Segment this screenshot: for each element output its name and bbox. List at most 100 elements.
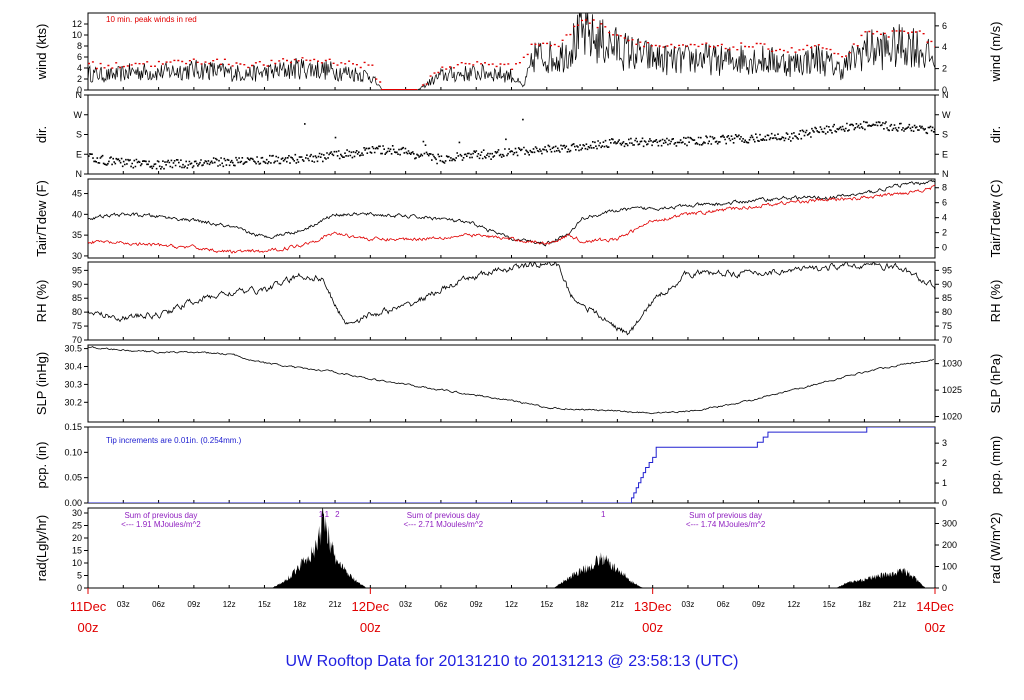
hour-tick-label: 12z — [505, 600, 518, 609]
slp-ylabel: SLP (inHg) — [34, 352, 49, 415]
rad-plot — [271, 508, 926, 588]
rad-area-0 — [271, 508, 367, 588]
rad-annotation-line2: <--- 1.91 MJoules/m^2 — [121, 520, 201, 529]
rh-ltick-label: 85 — [72, 293, 82, 303]
rad-frame — [87, 507, 936, 589]
hour-tick-label: 03z — [682, 600, 695, 609]
pcp-ltick-label: 0.15 — [64, 422, 82, 432]
day-time-label: 00z — [78, 620, 99, 635]
dir-ltick-label: N — [76, 169, 83, 179]
rad-ltick-label: 5 — [77, 571, 82, 581]
panel-temp: Tair/Tdew (F) Tair/Tdew (C) 30 35 40 45 0 2 4 6 8 — [34, 178, 1003, 261]
temp-line-0 — [88, 179, 935, 247]
dir-rtick-label: N — [942, 169, 949, 179]
slp-ltick-label: 30.2 — [64, 397, 82, 407]
hour-tick-label: 15z — [258, 600, 271, 609]
hour-tick-label: 09z — [470, 600, 483, 609]
rh-ylabel-right: RH (%) — [988, 280, 1003, 323]
dir-points — [88, 118, 935, 170]
day-time-label: 00z — [925, 620, 946, 635]
dir-ltick-label: S — [76, 130, 82, 140]
dir-rtick-label: E — [942, 149, 948, 159]
dir-rtick-label: S — [942, 130, 948, 140]
wind-peak-points — [88, 19, 935, 86]
slp-plot — [88, 346, 935, 415]
pcp-annotation: Tip increments are 0.01in. (0.254mm.) — [106, 436, 242, 445]
day-label: 14Dec — [916, 599, 954, 614]
rad-ltick-label: 15 — [72, 546, 82, 556]
wind-rtick-label: 2 — [942, 64, 947, 74]
slp-rtick-label: 1020 — [942, 412, 962, 422]
hour-tick-label: 12z — [223, 600, 236, 609]
temp-ltick-label: 45 — [72, 189, 82, 199]
rad-area-1 — [553, 552, 644, 588]
dir-rtick-label: W — [942, 110, 951, 120]
wind-ltick-label: 2 — [77, 74, 82, 84]
hour-tick-label: 06z — [434, 600, 447, 609]
rh-rtick-label: 80 — [942, 307, 952, 317]
rh-ltick-label: 95 — [72, 265, 82, 275]
rad-ltick-label: 0 — [77, 583, 82, 593]
rh-ltick-label: 80 — [72, 307, 82, 317]
hour-tick-label: 21z — [893, 600, 906, 609]
wind-ltick-label: 0 — [77, 85, 82, 95]
slp-rtick-label: 1025 — [942, 385, 962, 395]
pcp-ylabel-right: pcp. (mm) — [988, 436, 1003, 495]
temp-rtick-label: 2 — [942, 228, 947, 238]
rad-marker: 1 — [325, 510, 330, 519]
temp-rtick-label: 0 — [942, 243, 947, 253]
rh-frame — [87, 261, 936, 341]
rad-rtick-label: 200 — [942, 540, 957, 550]
pcp-ltick-label: 0.10 — [64, 447, 82, 457]
slp-ltick-label: 30.4 — [64, 361, 82, 371]
temp-ylabel: Tair/Tdew (F) — [34, 180, 49, 257]
panel-rad: rad(Lgly/hr) rad (W/m^2)05101520253001002… — [34, 507, 1003, 593]
rh-rtick-label: 75 — [942, 321, 952, 331]
slp-ltick-label: 30.5 — [64, 344, 82, 354]
rh-rtick-label: 90 — [942, 279, 952, 289]
wind-annotation: 10 min. peak winds in red — [106, 15, 197, 24]
pcp-ltick-label: 0.05 — [64, 473, 82, 483]
rad-rtick-label: 300 — [942, 519, 957, 529]
time-axis: 03z 06z 09z 12z 15z 18z 21z 03z 06z 09z 12z 15z 18z 2… — [70, 588, 954, 635]
rad-annotation-line1: Sum of previous day — [407, 511, 480, 520]
temp-rtick-label: 6 — [942, 198, 947, 208]
pcp-line — [88, 427, 935, 503]
rh-ylabel: RH (%) — [34, 280, 49, 323]
temp-rtick-label: 8 — [942, 183, 947, 193]
temp-ltick-label: 40 — [72, 209, 82, 219]
wind-rtick-label: 6 — [942, 21, 947, 31]
rh-plot — [88, 262, 935, 336]
rad-marker: 1 — [319, 510, 324, 519]
rh-line-0 — [88, 262, 935, 336]
dir-ylabel-right: dir. — [988, 126, 1003, 143]
hour-tick-label: 03z — [117, 600, 130, 609]
dir-ltick-label: N — [76, 90, 83, 100]
temp-line-1 — [88, 184, 935, 254]
panel-pcp: pcp. (in) pcp. (mm) 0.00 0.05 0.10 0.15 0 1 2 3 Ti… — [34, 422, 1003, 508]
day-label: 11Dec — [70, 599, 107, 614]
day-time-label: 00z — [360, 620, 381, 635]
slp-frame — [87, 344, 936, 423]
panel-slp: SLP (inHg) SLP (hPa) 30.2 30.3 30.4 30.5 1020 1… — [34, 344, 1003, 423]
rad-area-2 — [836, 567, 926, 588]
chart-title: UW Rooftop Data for 20131210 to 20131213… — [286, 653, 739, 670]
wind-ltick-label: 12 — [72, 19, 82, 29]
temp-ylabel-right: Tair/Tdew (C) — [988, 179, 1003, 257]
rad-ltick-label: 25 — [72, 521, 82, 531]
rh-ltick-label: 70 — [72, 335, 82, 345]
pcp-rtick-label: 0 — [942, 498, 947, 508]
rh-ltick-label: 90 — [72, 279, 82, 289]
hour-tick-label: 18z — [293, 600, 306, 609]
temp-rtick-label: 4 — [942, 213, 947, 223]
temp-ltick-label: 30 — [72, 251, 82, 261]
rad-annotation-line2: <--- 2.71 MJoules/m^2 — [403, 520, 483, 529]
hour-tick-label: 09z — [187, 600, 200, 609]
rh-ltick-label: 75 — [72, 321, 82, 331]
hour-tick-label: 21z — [329, 600, 342, 609]
dir-plot — [88, 118, 935, 170]
wind-ltick-label: 10 — [72, 30, 82, 40]
panel-rh: RH (%) RH (%) 70 75 80 85 90 95 70 75 80 85 90 95 — [34, 261, 1003, 345]
